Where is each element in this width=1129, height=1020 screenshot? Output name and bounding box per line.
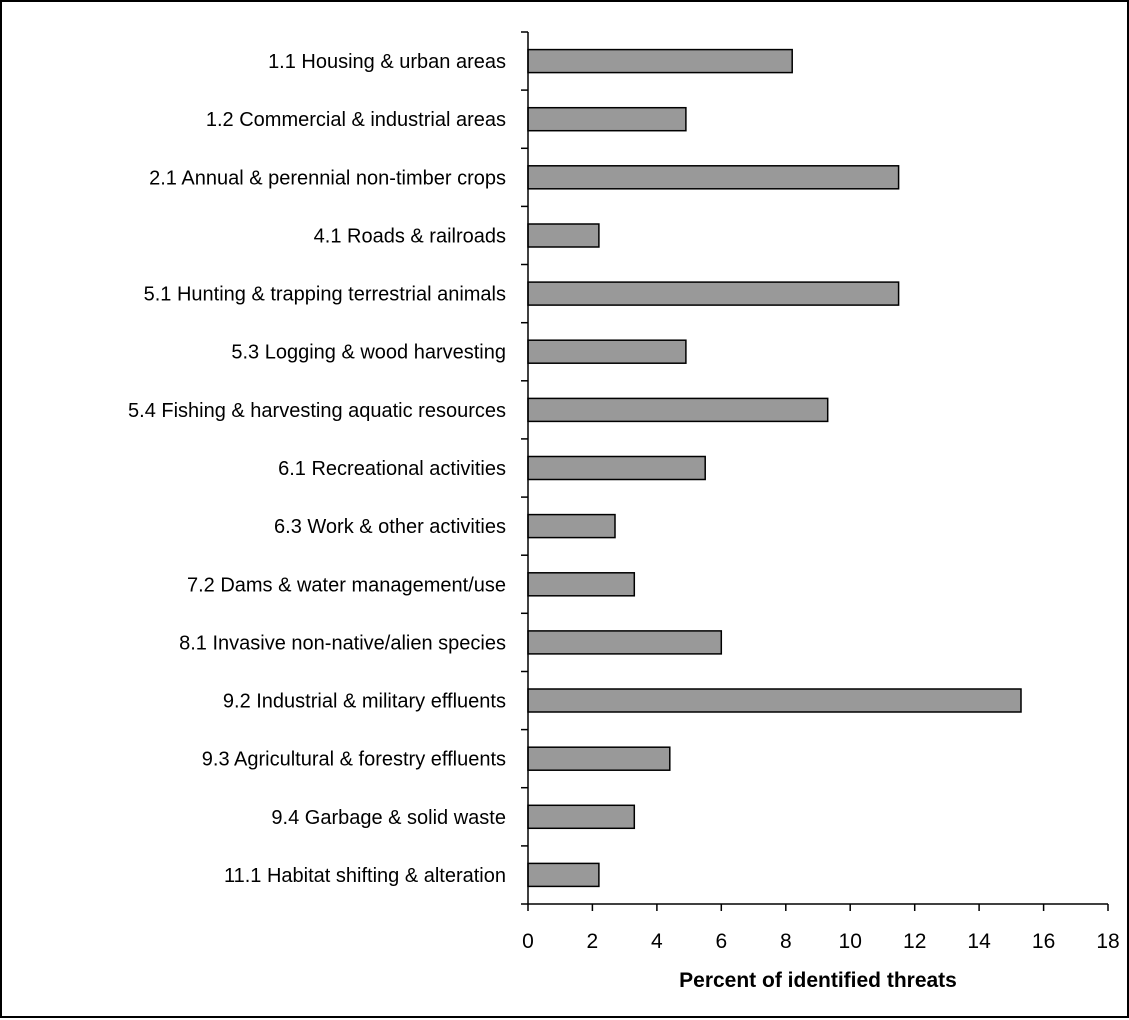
x-tick-label: 8: [780, 930, 792, 953]
category-label: 9.4 Garbage & solid waste: [271, 807, 506, 829]
bar-13: [527, 746, 671, 771]
category-label: 11.1 Habitat shifting & alteration: [224, 865, 506, 887]
category-label: 1.2 Commercial & industrial areas: [206, 109, 506, 131]
bar-3: [527, 165, 900, 190]
bar-14: [527, 804, 636, 830]
category-labels-group: 1.1 Housing & urban areas 1.2 Commercial …: [128, 51, 506, 887]
x-tick-labels-group: 0 2 4 6 8 10 12 14 16 18: [522, 930, 1120, 953]
x-tick-label: 4: [651, 930, 663, 953]
x-tick-label: 2: [587, 930, 599, 953]
bar-2: [527, 106, 687, 132]
x-axis-title: Percent of identified threats: [679, 969, 957, 992]
x-tick-label: 0: [522, 930, 534, 953]
category-label: 5.3 Logging & wood harvesting: [231, 342, 506, 364]
bar-7: [527, 397, 829, 423]
category-label: 2.1 Annual & perennial non-timber crops: [149, 167, 506, 189]
x-tick-label: 18: [1096, 930, 1119, 953]
category-label: 9.3 Agricultural & forestry effluents: [202, 749, 506, 771]
x-tick-label: 14: [967, 930, 991, 953]
bar-4: [527, 223, 600, 248]
category-label: 8.1 Invasive non-native/alien species: [179, 632, 506, 654]
bar-9: [527, 513, 616, 539]
bars-group: [527, 48, 1022, 888]
x-tick-label: 10: [839, 930, 862, 953]
category-label: 6.3 Work & other activities: [274, 516, 506, 538]
category-label: 1.1 Housing & urban areas: [268, 51, 506, 73]
axes-group: [521, 31, 1109, 911]
bar-1: [527, 48, 793, 74]
bar-10: [527, 572, 636, 597]
category-label: 5.1 Hunting & trapping terrestrial anima…: [144, 284, 506, 306]
bar-5: [527, 281, 900, 306]
bar-11: [527, 630, 723, 655]
category-label: 7.2 Dams & water management/use: [187, 574, 506, 596]
bar-12: [527, 688, 1022, 713]
bar-15: [527, 862, 600, 888]
x-tick-label: 12: [903, 930, 926, 953]
category-label: 6.1 Recreational activities: [278, 458, 506, 480]
category-label: 9.2 Industrial & military effluents: [223, 691, 506, 713]
x-tick-label: 6: [715, 930, 727, 953]
bar-6: [527, 339, 687, 364]
x-tick-label: 16: [1032, 930, 1055, 953]
bar-8: [527, 455, 706, 481]
category-label: 4.1 Roads & railroads: [314, 226, 506, 248]
category-label: 5.4 Fishing & harvesting aquatic resourc…: [128, 400, 506, 422]
